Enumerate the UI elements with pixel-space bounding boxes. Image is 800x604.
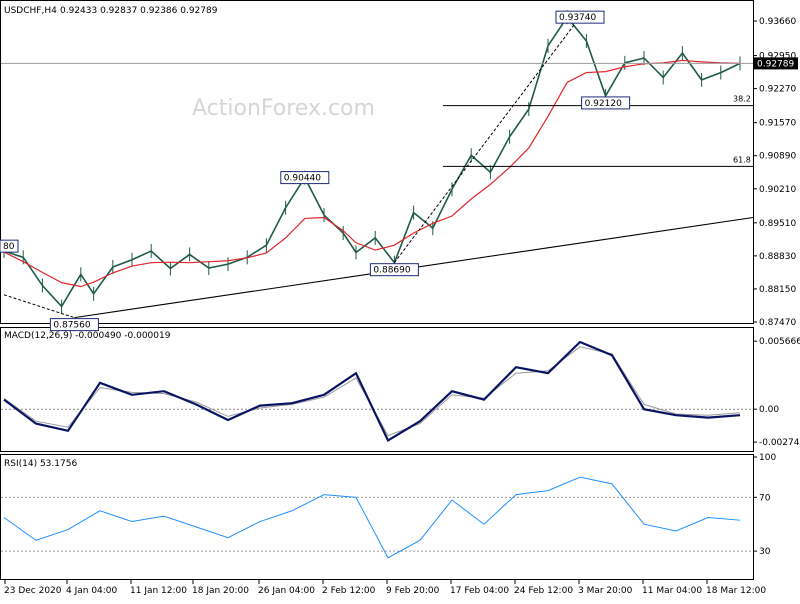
y-tick-label: 0.90890 [759,152,796,162]
x-tick-label: 9 Feb 20:00 [386,586,440,596]
x-tick-label: 2 Feb 12:00 [322,586,376,596]
watermark: ActionForex.com [192,96,375,121]
y-tick-label: 0.88150 [759,285,796,295]
price-annotation-box [555,10,605,24]
y-tick-label: 0.92270 [759,85,796,95]
main-panel: 0.93660 0.92950 0.92270 0.91570 0.90890 0.902… [0,10,798,332]
last-price-label: 0.92789 [757,59,794,69]
price-annotation-box [280,171,330,185]
last-price-box [754,57,798,70]
y-tick-label: 0.005666 [759,337,800,347]
x-tick-label: 18 Jan 20:00 [192,586,249,596]
x-tick-label: 11 Mar 04:00 [642,586,702,596]
price-annotation-label: 0.92120 [585,99,622,109]
y-tick-label: 30 [759,547,771,557]
price-annotation-box [369,263,419,277]
price-annotation-label: 0.88690 [373,266,410,276]
y-tick-label: 100 [759,453,776,463]
x-tick-label: 23 Dec 2020 [4,586,62,596]
price-annotation-box [0,239,19,253]
price-annotation-label: 0.90440 [284,174,321,184]
y-tick-label: 0.90210 [759,185,796,195]
ohlc-readout: 0.92433 0.92837 0.92386 0.92789 [60,6,218,16]
y-tick-label: 70 [759,493,771,503]
wave-dashed-line [394,16,581,263]
fib-level-label: 61.8 [733,155,751,164]
y-tick-label: 0.93660 [759,17,796,27]
x-axis: 23 Dec 2020 4 Jan 04:00 11 Jan 12:00 18 Jan… [4,580,766,596]
x-tick-label: 11 Jan 12:00 [130,586,187,596]
price-annotation-box [49,318,99,332]
y-tick-label: 0.00 [759,405,779,415]
x-tick-label: 17 Feb 04:00 [450,586,509,596]
rsi-panel: 100 70 30 [1,453,776,559]
main-title: USDCHF,H4 [4,6,57,16]
rsi-title: RSI(14) 53.1756 [4,459,77,469]
wave-dashed-line [3,294,75,319]
y-tick-label: 0.88830 [759,252,796,262]
price-annotation-label: 0.93740 [559,13,596,23]
price-series-line [3,15,741,308]
y-tick-label: 0.87470 [759,318,796,328]
macd-title: MACD(12,26,9) -0.000490 -0.000019 [4,331,171,341]
x-tick-label: 3 Mar 20:00 [578,586,633,596]
macd-line [3,340,741,442]
fib-level-label: 38.2 [733,95,751,104]
x-tick-label: 18 Mar 12:00 [706,586,766,596]
x-tick-label: 4 Jan 04:00 [66,586,118,596]
price-annotation-label: 0.87560 [53,321,90,331]
y-tick-label: 0.92950 [759,52,796,62]
x-tick-label: 26 Jan 04:00 [258,586,315,596]
moving-average-line [3,59,741,288]
rsi-line [3,476,741,559]
price-annotation-box [581,96,631,110]
y-tick-label: 0.91570 [759,119,796,129]
x-tick-label: 24 Feb 12:00 [514,586,573,596]
price-annotation-label: 80 [3,242,15,252]
y-tick-label: 0.89510 [759,219,796,229]
